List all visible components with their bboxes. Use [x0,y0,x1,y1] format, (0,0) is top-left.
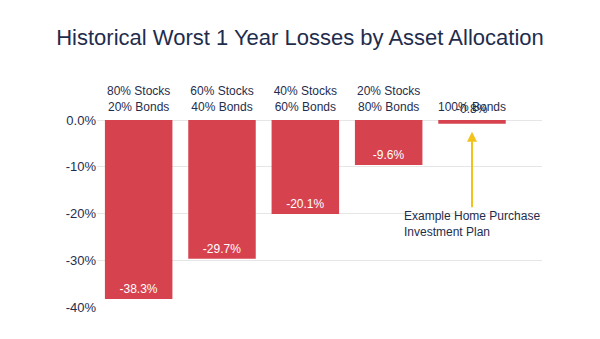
svg-text:-40%: -40% [66,300,97,315]
svg-text:40% Stocks60% Bonds: 40% Stocks60% Bonds [274,84,337,114]
svg-text:-38.3%: -38.3% [119,282,157,296]
svg-text:-9.6%: -9.6% [373,148,405,162]
svg-text:-29.7%: -29.7% [203,242,241,256]
svg-text:-30%: -30% [66,253,97,268]
svg-text:-20.1%: -20.1% [286,197,324,211]
svg-text:100% Bonds: 100% Bonds [438,100,506,114]
svg-text:60% Stocks40% Bonds: 60% Stocks40% Bonds [190,84,253,114]
svg-text:Example Home PurchaseInvestmen: Example Home PurchaseInvestment Plan [404,209,540,239]
svg-text:Historical Worst 1 Year Losses: Historical Worst 1 Year Losses by Asset … [56,25,544,50]
svg-text:80% Stocks20% Bonds: 80% Stocks20% Bonds [107,84,170,114]
svg-text:20% Stocks80% Bonds: 20% Stocks80% Bonds [357,84,420,114]
svg-text:-10%: -10% [66,159,97,174]
svg-text:-20%: -20% [66,206,97,221]
svg-text:-0.8%: -0.8% [456,102,488,116]
svg-text:0.0%: 0.0% [66,113,96,128]
